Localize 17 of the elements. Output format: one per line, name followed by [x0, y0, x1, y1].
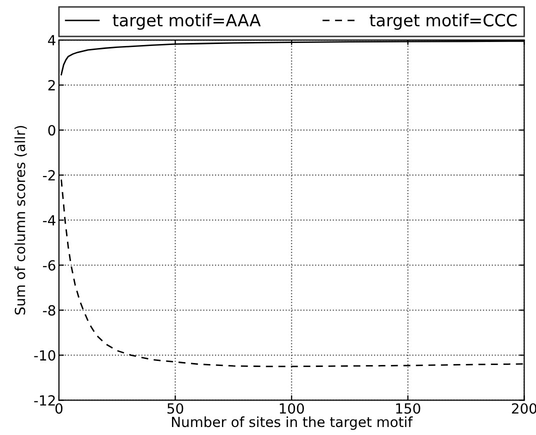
y-tick-label: -4	[43, 215, 56, 226]
y-tick-label: -8	[43, 305, 56, 316]
y-tick-label: -6	[43, 260, 56, 271]
y-tick-label: 2	[48, 80, 55, 90]
x-tick-label: 50	[168, 403, 184, 414]
y-tick-label: -12	[34, 395, 55, 406]
legend-label: target motif=CCC	[370, 14, 517, 30]
legend-label: target motif=AAA	[112, 14, 261, 30]
y-axis-title: Sum of column scores (allr)	[14, 126, 27, 315]
x-axis-title: Number of sites in the target motif	[172, 416, 413, 430]
y-tick-label: -2	[43, 170, 55, 180]
y-tick-label: -10	[34, 350, 56, 361]
y-tick-label: 0	[48, 125, 56, 136]
x-tick-label: 150	[396, 403, 420, 414]
x-tick-label: 0	[55, 403, 62, 414]
y-tick-label: 4	[48, 35, 56, 46]
x-tick-label: 100	[280, 403, 304, 414]
